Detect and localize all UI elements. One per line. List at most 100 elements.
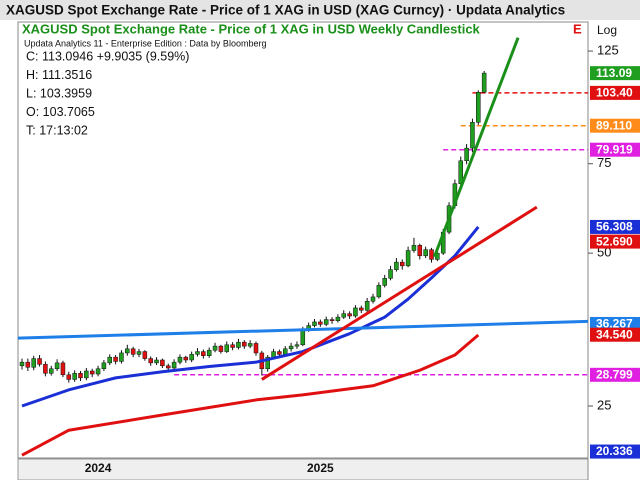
candle-body [206,349,212,356]
price-badge [590,367,640,382]
candle-body [429,249,434,260]
price-badge-label: 20.336 [596,444,633,458]
price-badge [590,66,640,81]
candle-body [119,352,124,362]
chart-title: XAGUSD Spot Exchange Rate - Price of 1 X… [22,21,481,36]
candle-body [84,370,89,379]
candle-body [400,261,405,267]
candle-body [329,319,335,321]
y-tick-label: 25 [597,397,611,412]
candle-body [405,250,411,267]
candle-body [388,269,393,279]
candle-body [323,319,329,325]
x-tick-label: 2025 [307,461,334,475]
candle-body [160,359,165,367]
info-line: L: 103.3959 [26,86,92,100]
info-line: H: 111.3516 [26,68,92,82]
candle-body [218,345,224,352]
x-tick-label: 2024 [85,461,112,475]
candle-body [136,351,142,355]
candle-body [201,351,206,356]
price-badge [590,219,640,234]
candle-body [476,92,481,123]
candle-body [49,368,54,374]
candle-body [394,261,399,270]
price-badge [590,316,640,331]
candle-body [189,354,194,361]
indicator-line [21,333,480,457]
chart-title-suffix: E [573,21,582,36]
price-badge-label: 28.799 [596,367,633,381]
price-badge-label: 103.40 [596,86,633,100]
header-bar [0,0,640,20]
price-badge-label: 52.690 [596,234,633,248]
candle-body [411,245,417,251]
candle-body [318,321,323,325]
price-badge [590,142,640,157]
price-badge-label: 34.540 [596,327,633,341]
price-badge [590,327,640,342]
y-tick-label: 125 [597,42,619,57]
candle-body [376,285,382,298]
candle-body [31,358,36,368]
candle-body [212,345,218,351]
candle-body [283,348,288,355]
candle-body [95,368,101,375]
info-line: T: 17:13:02 [26,123,88,137]
y-tick-label: 75 [597,155,611,170]
candle-body [464,147,469,162]
candle-body [364,301,370,311]
subtitle: Updata Analytics 11 - Enterprise Edition… [24,38,266,48]
candle-body [236,341,241,348]
candle-body [171,361,177,369]
candle-body [154,359,159,364]
candle-body [347,313,352,317]
candle-body [183,356,189,361]
candle-body [78,373,83,379]
header-title: XAGUSD Spot Exchange Rate - Price of 1 X… [6,3,565,18]
price-badge [590,118,640,133]
candle-body [481,72,487,93]
price-badge-label: 56.308 [596,220,633,234]
candle-body [166,365,171,369]
candle-body [125,348,130,354]
candle-body [54,362,60,370]
candle-body [470,122,475,149]
candle-body [177,356,183,363]
indicator-line [261,205,538,381]
candle-body [66,374,72,380]
price-badge [590,234,640,249]
candle-body [265,356,270,370]
candle-body [107,356,112,364]
candle-body [247,343,253,347]
price-badge-label: 113.09 [596,66,632,80]
candle-body [72,373,77,380]
indicator-line [21,226,480,408]
candle-body [89,370,95,375]
candle-body [195,351,200,355]
candle-body [37,358,42,365]
candle-body [335,316,341,321]
candle-body [60,362,66,376]
candle-body [300,329,306,346]
plot [18,37,588,457]
candle-body [148,358,153,364]
candle-body [19,361,25,367]
price-badge-label: 89.110 [596,118,632,132]
price-badge [590,444,640,459]
candle-body [288,345,294,350]
candle-body [101,362,107,370]
candle-body [142,351,148,359]
candle-body [253,343,259,354]
candle-body [130,348,136,355]
candle-body [359,307,364,311]
indicator-line [433,37,520,258]
price-badge-label: 79.919 [596,142,633,156]
candle-body [43,364,48,374]
candle-body [224,344,229,352]
candle-body [370,296,376,302]
candle-body [113,356,118,362]
candle-body [423,249,428,257]
